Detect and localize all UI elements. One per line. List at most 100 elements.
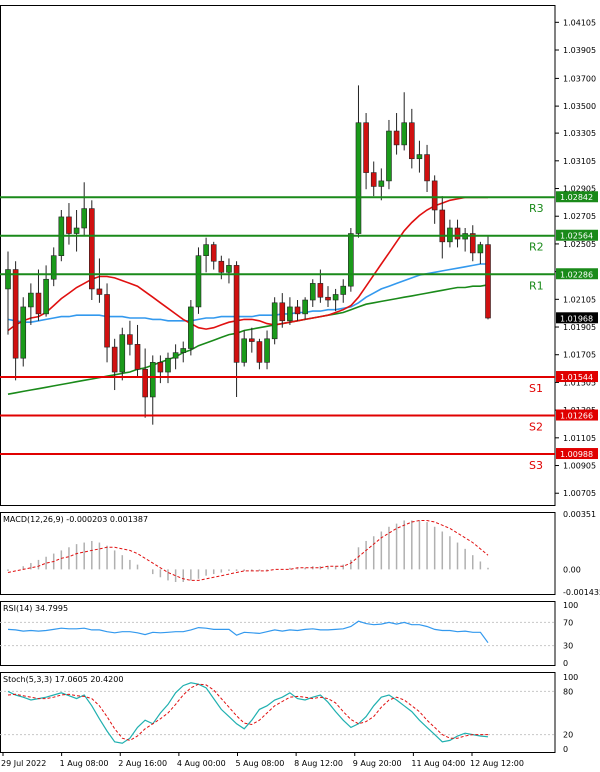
candle-body <box>180 348 187 353</box>
candle-body <box>157 362 164 373</box>
candle-body <box>165 357 171 373</box>
price-tick-label: 1.01905 <box>563 323 596 332</box>
candle-body <box>73 227 80 234</box>
rsi-tick-label: 70 <box>563 618 573 627</box>
time-tick-label: 5 Aug 08:00 <box>236 759 285 768</box>
price-tick-label: 1.03700 <box>563 74 596 83</box>
time-tick-label: 1 Aug 08:00 <box>60 759 109 768</box>
stoch-tick-label: 80 <box>563 687 573 696</box>
candle-body <box>96 288 103 295</box>
candle-body <box>142 368 148 398</box>
stoch-label: Stoch(5,3,3) 17.0605 20.4200 <box>3 675 123 684</box>
candle-body <box>348 233 354 287</box>
price-tick-label: 1.04105 <box>563 18 596 27</box>
candle-body <box>28 292 34 308</box>
price-tick-label: 1.03105 <box>563 157 596 166</box>
price-tick-label: 1.02505 <box>563 240 596 249</box>
price-tick-label: 1.01705 <box>563 351 596 360</box>
ma-green-line <box>7 284 489 395</box>
candle-body <box>35 292 42 315</box>
stoch-tick-label: 0 <box>563 745 568 754</box>
rsi-line <box>7 620 489 644</box>
candle-body <box>226 265 232 273</box>
time-tick-label: 2 Aug 16:00 <box>118 759 167 768</box>
candle-body <box>218 260 225 273</box>
macd-tick-label: -0.001435 <box>563 588 600 597</box>
candle-body <box>5 269 11 290</box>
level-tag-text-r1: 1.02286 <box>560 270 593 279</box>
candle-body <box>256 341 263 363</box>
candle-body <box>279 302 286 322</box>
candle-body <box>203 244 209 256</box>
macd-signal-line <box>7 520 489 581</box>
candle-body <box>111 346 118 373</box>
candle-body <box>363 122 369 173</box>
candle-body <box>424 154 430 182</box>
level-tag-s1 <box>556 371 598 383</box>
macd-tick-label: 0.00 <box>563 565 581 574</box>
candle-body <box>127 334 133 345</box>
current-price-text: 1.01968 <box>560 314 593 323</box>
level-tag-r1 <box>556 268 598 280</box>
candle-body <box>287 306 293 322</box>
rsi-label: RSI(14) 34.7995 <box>3 604 68 613</box>
candle-body <box>119 334 126 373</box>
candle-body <box>409 122 415 160</box>
candle-body <box>104 294 110 348</box>
level-tag-r3 <box>556 191 598 203</box>
candle-body <box>233 265 240 363</box>
candle-body <box>20 306 27 359</box>
rsi-tick-label: 100 <box>563 601 578 610</box>
level-name-s1: S1 <box>529 382 543 395</box>
level-name-r2: R2 <box>529 241 544 254</box>
candle-body <box>172 352 179 359</box>
candle-body <box>149 362 156 398</box>
rsi-tick-label: 30 <box>563 642 573 651</box>
level-name-s2: S2 <box>529 421 543 434</box>
level-name-s3: S3 <box>529 459 543 472</box>
level-name-r1: R1 <box>529 279 544 292</box>
candle-body <box>309 283 316 301</box>
candle-body <box>378 180 385 187</box>
candle-body <box>325 296 331 301</box>
candle-body <box>294 306 301 315</box>
ma-blue-line <box>7 263 488 324</box>
candle-body <box>66 216 72 234</box>
candle-body <box>393 130 400 146</box>
candle-body <box>332 294 339 301</box>
candle-body <box>134 344 141 370</box>
candle-body <box>210 244 217 262</box>
candle-body <box>340 285 347 295</box>
time-tick-label: 4 Aug 00:00 <box>177 759 226 768</box>
level-name-r3: R3 <box>529 202 544 215</box>
stoch-d-line <box>7 683 488 741</box>
main-pane-frame <box>0 5 556 506</box>
level-tag-text-r2: 1.02564 <box>560 232 593 241</box>
rsi-tick-label: 0 <box>563 659 568 668</box>
stoch-pane-frame <box>0 672 556 753</box>
candle-body <box>50 255 57 280</box>
price-tick-label: 1.00905 <box>563 462 596 471</box>
time-tick-label: 29 Jul 2022 <box>1 759 46 768</box>
stoch-tick-label: 20 <box>563 731 573 740</box>
candle-body <box>81 208 87 229</box>
candle-body <box>241 338 247 363</box>
candle-body <box>302 299 308 315</box>
candle-body <box>416 154 423 160</box>
candle-body <box>12 269 19 359</box>
candle-body <box>431 180 438 211</box>
candle-body <box>454 227 461 240</box>
candle-body <box>89 208 95 290</box>
level-tag-text-s3: 1.00988 <box>560 450 593 459</box>
macd-tick-label: 0.00351 <box>563 510 596 519</box>
rsi-pane-frame <box>0 601 556 666</box>
candle-body <box>370 172 377 187</box>
candle-body <box>271 302 278 340</box>
level-tag-text-r3: 1.02842 <box>560 193 593 202</box>
candle-body <box>43 278 49 315</box>
price-tick-label: 1.01505 <box>563 378 596 387</box>
candle-body <box>477 244 484 254</box>
price-tick-label: 1.01105 <box>563 434 596 443</box>
candle-body <box>249 338 255 342</box>
